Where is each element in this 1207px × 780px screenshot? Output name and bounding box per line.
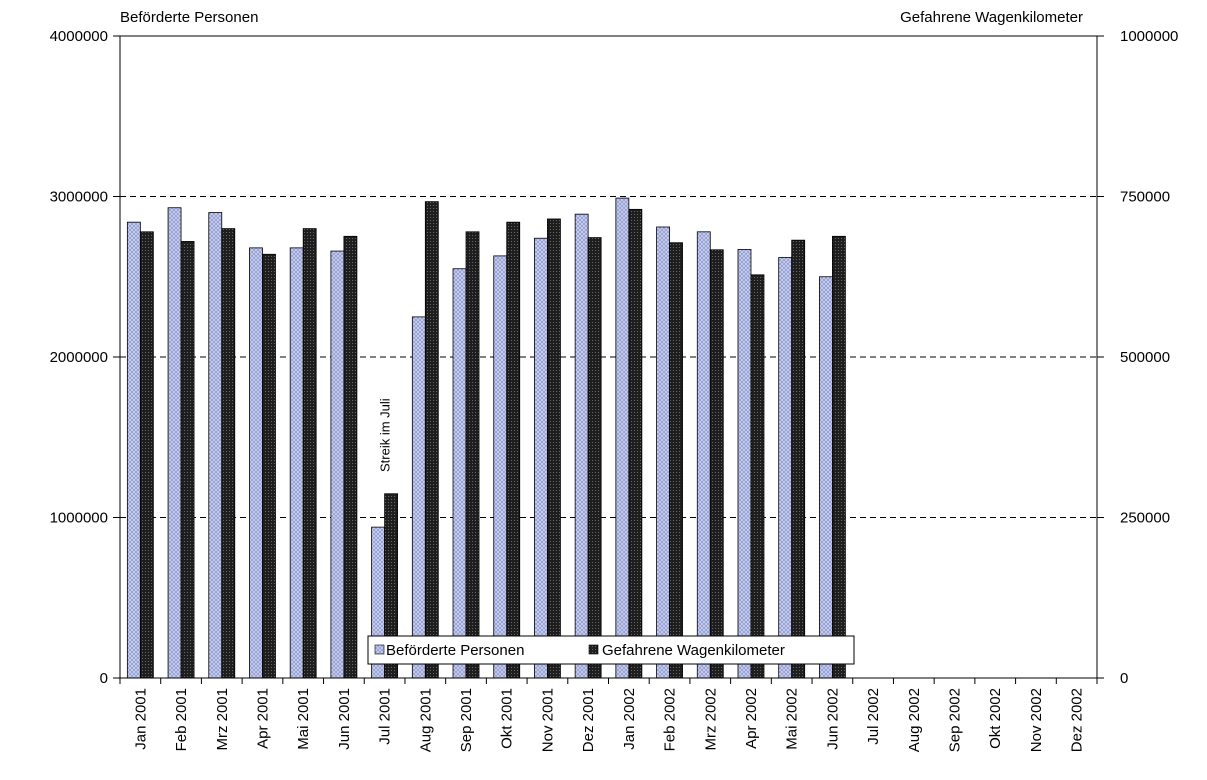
x-category-label: Dez 2002 — [1069, 688, 1086, 752]
bar-gefahrene-wagenkilometer — [709, 249, 724, 679]
bar-gefahrene-wagenkilometer — [750, 274, 765, 679]
x-category-label: Nov 2002 — [1028, 688, 1045, 752]
x-category-label: Apr 2002 — [743, 688, 760, 749]
legend-label-befoerderte-personen: Beförderte Personen — [386, 642, 524, 659]
x-category-label: Jun 2002 — [824, 688, 841, 750]
bar-befoerderte-personen — [493, 255, 508, 679]
x-category-label: Nov 2001 — [539, 688, 556, 752]
right-y-tick-label: 1000000 — [1120, 28, 1178, 45]
bar-befoerderte-personen — [126, 221, 141, 679]
x-category-label: Jan 2001 — [132, 688, 149, 750]
left-y-tick-label: 1000000 — [50, 510, 108, 527]
bar-befoerderte-personen — [818, 276, 833, 679]
x-category-label: Okt 2002 — [987, 688, 1004, 749]
bar-gefahrene-wagenkilometer — [465, 231, 480, 679]
x-category-label: Sep 2001 — [458, 688, 475, 752]
bar-befoerderte-personen — [167, 207, 182, 679]
bar-gefahrene-wagenkilometer — [221, 228, 236, 679]
bar-befoerderte-personen — [656, 226, 670, 679]
bar-gefahrene-wagenkilometer — [791, 239, 806, 679]
bar-befoerderte-personen — [330, 250, 345, 679]
x-category-label: Apr 2001 — [254, 688, 271, 749]
legend: Beförderte Personen Gefahrene Wagenkilome… — [367, 635, 855, 665]
x-category-label: Mrz 2001 — [214, 688, 231, 751]
left-y-tick-label: 3000000 — [50, 189, 108, 206]
legend-label-gefahrene-wagenkilometer: Gefahrene Wagenkilometer — [602, 642, 785, 659]
right-y-tick-label: 250000 — [1120, 510, 1170, 527]
right-axis-title: Gefahrene Wagenkilometer — [900, 9, 1083, 26]
bar-gefahrene-wagenkilometer — [628, 208, 643, 679]
legend-swatch-befoerderte-personen — [374, 644, 385, 655]
legend-box — [367, 635, 855, 665]
bar-befoerderte-personen — [452, 268, 467, 679]
bar-gefahrene-wagenkilometer — [424, 201, 439, 679]
right-y-tick-label: 500000 — [1120, 349, 1170, 366]
right-y-tick-label: 750000 — [1120, 189, 1170, 206]
bar-befoerderte-personen — [574, 213, 589, 679]
annotation-streik: Streik im Juli — [378, 398, 393, 472]
x-category-label: Aug 2002 — [906, 688, 923, 752]
x-category-label: Dez 2001 — [580, 688, 597, 752]
x-category-label: Jan 2002 — [621, 688, 638, 750]
x-category-label: Feb 2001 — [173, 688, 190, 751]
x-category-label: Jul 2001 — [377, 688, 394, 745]
bar-befoerderte-personen — [778, 257, 793, 679]
bar-befoerderte-personen — [696, 231, 711, 679]
bar-gefahrene-wagenkilometer — [343, 235, 358, 679]
x-category-label: Feb 2002 — [662, 688, 679, 751]
left-y-tick-label: 0 — [100, 670, 108, 687]
x-category-label: Mai 2002 — [784, 688, 801, 750]
bar-gefahrene-wagenkilometer — [139, 231, 154, 679]
bar-befoerderte-personen — [615, 197, 630, 679]
left-y-tick-label: 4000000 — [50, 28, 108, 45]
x-category-label: Mai 2001 — [295, 688, 312, 750]
x-category-label: Jun 2001 — [336, 688, 353, 750]
bar-gefahrene-wagenkilometer — [506, 221, 521, 679]
bar-befoerderte-personen — [249, 247, 263, 679]
bar-gefahrene-wagenkilometer — [302, 228, 317, 679]
bar-befoerderte-personen — [534, 237, 548, 679]
bar-gefahrene-wagenkilometer — [669, 242, 683, 679]
bar-befoerderte-personen — [208, 212, 223, 679]
x-category-label: Okt 2001 — [499, 688, 516, 749]
right-y-tick-label: 0 — [1120, 670, 1128, 687]
bar-befoerderte-personen — [289, 247, 304, 679]
bar-gefahrene-wagenkilometer — [547, 218, 561, 679]
x-category-label: Aug 2001 — [417, 688, 434, 752]
x-category-label: Mrz 2002 — [702, 688, 719, 751]
left-y-tick-label: 2000000 — [50, 349, 108, 366]
bar-gefahrene-wagenkilometer — [831, 235, 846, 679]
left-axis-title: Beförderte Personen — [120, 9, 259, 26]
bar-befoerderte-personen — [411, 316, 426, 679]
legend-swatch-gefahrene-wagenkilometer — [588, 644, 599, 655]
x-category-label: Jul 2002 — [865, 688, 882, 745]
bar-gefahrene-wagenkilometer — [587, 237, 602, 679]
bar-gefahrene-wagenkilometer — [262, 253, 276, 679]
bar-gefahrene-wagenkilometer — [180, 241, 195, 679]
bar-befoerderte-personen — [737, 249, 752, 679]
x-category-label: Sep 2002 — [947, 688, 964, 752]
